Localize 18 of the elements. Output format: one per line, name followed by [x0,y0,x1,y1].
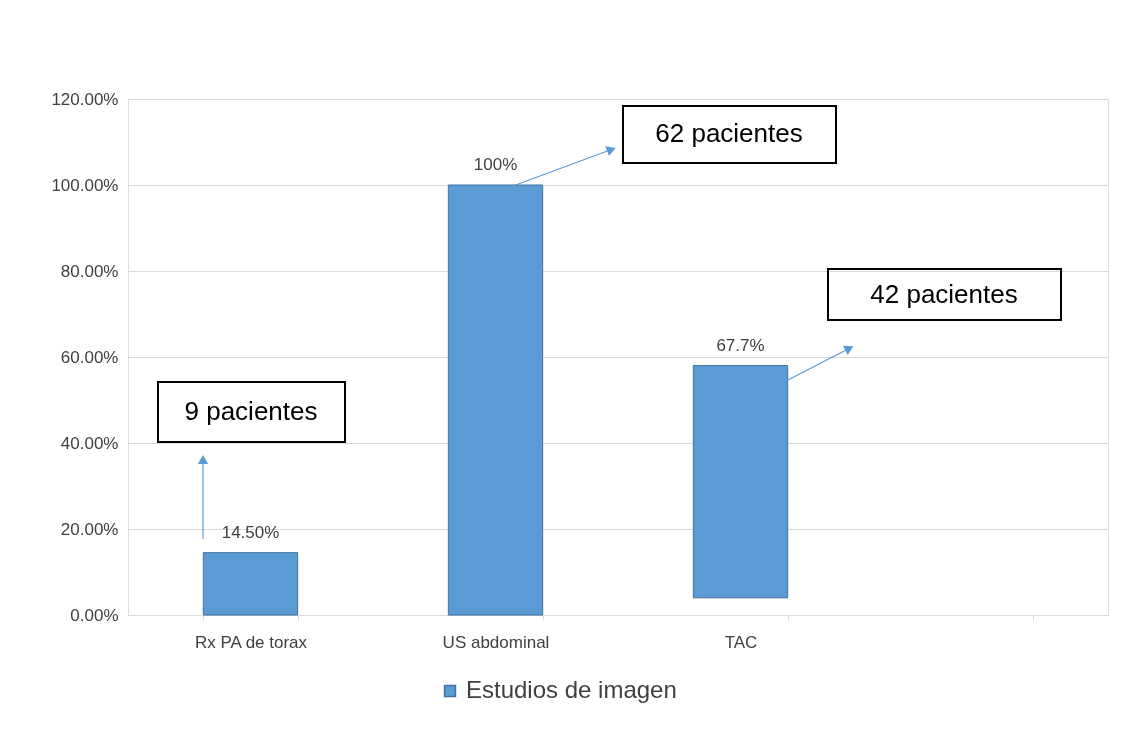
y-tick-label: 40.00% [60,433,119,453]
annotation: 9 pacientes [184,396,318,426]
annotation: 42 pacientes [870,279,1018,309]
text: 14.50% [221,522,280,542]
text: 100% [473,155,518,174]
y-tick-label: 60.00% [60,347,119,367]
x-tick-label: TAC [724,632,758,652]
y-tick-label: 0.00% [70,605,119,625]
x-tick-label: US abdominal [442,632,550,652]
y-tick-label: 20.00% [60,519,119,539]
y-tick-label: 100.00% [51,175,119,195]
text: 67.7% [716,335,765,355]
bar [202,552,299,616]
y-tick-label: 120.00% [51,89,119,109]
y-tick-label: 80.00% [60,261,119,281]
annotation: 62 pacientes [655,118,803,148]
x-tick-label: Rx PA de torax [194,632,308,652]
legend-label: Estudios de imagen [466,676,677,703]
